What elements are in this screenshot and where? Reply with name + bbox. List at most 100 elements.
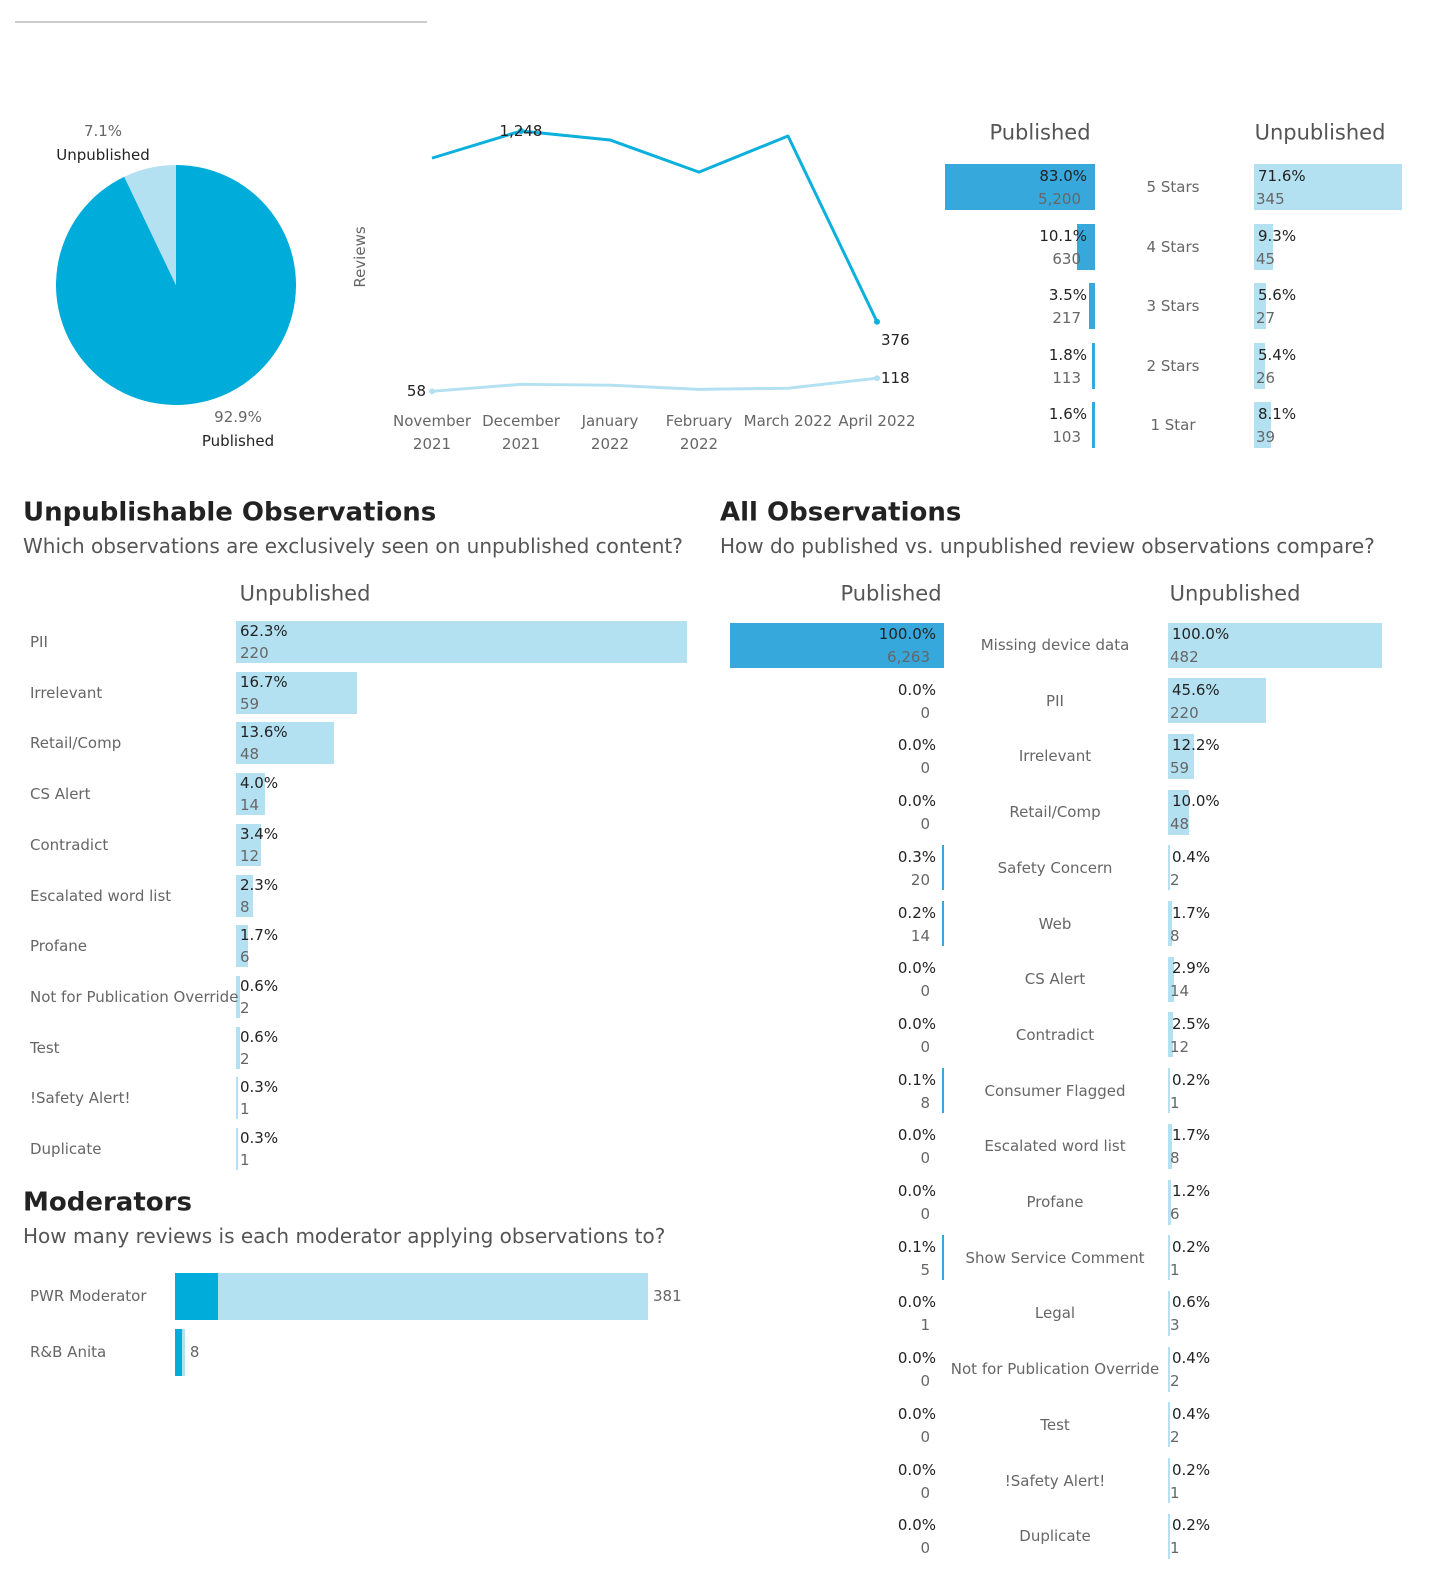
percent-label: 0.2% bbox=[897, 903, 936, 922]
count-label: 0 bbox=[920, 1483, 930, 1502]
bar-segment bbox=[182, 1328, 185, 1376]
point bbox=[874, 375, 880, 382]
line bbox=[431, 376, 878, 393]
category-label: Retail/Comp bbox=[1009, 803, 1101, 822]
category-label: CS Alert bbox=[30, 785, 91, 804]
column-header: Published bbox=[840, 581, 942, 606]
count-label: 1 bbox=[1170, 1539, 1180, 1558]
category-label: R&B Anita bbox=[30, 1343, 107, 1361]
bar bbox=[1168, 622, 1382, 668]
bar bbox=[942, 1068, 944, 1114]
bar bbox=[942, 901, 944, 946]
category-label: Test bbox=[30, 1038, 60, 1057]
count-label: 6,263 bbox=[887, 648, 930, 666]
bar bbox=[1168, 1402, 1170, 1448]
percent-label: 0.0% bbox=[897, 959, 936, 978]
column-header: Unpublished bbox=[239, 581, 371, 606]
count-label: 2 bbox=[1170, 870, 1180, 889]
count-label: 0 bbox=[920, 1205, 930, 1223]
percent-label: 0.2% bbox=[1172, 1460, 1211, 1479]
count-label: 8 bbox=[240, 897, 250, 916]
percent-label: 100.0% bbox=[1172, 625, 1230, 643]
percent-label: 1.8% bbox=[1048, 345, 1087, 364]
count-label: 630 bbox=[1052, 249, 1081, 268]
bar bbox=[236, 874, 253, 917]
pie-category-label: Published bbox=[201, 432, 275, 450]
count-label: 8 bbox=[1170, 1149, 1180, 1168]
percent-label: 9.3% bbox=[1258, 226, 1297, 245]
count-label: 8 bbox=[1170, 926, 1180, 945]
count-label: 8 bbox=[920, 1093, 930, 1112]
category-label: 4 Stars bbox=[1146, 237, 1200, 256]
percent-label: 2.9% bbox=[1172, 959, 1211, 978]
bar bbox=[1168, 1513, 1170, 1559]
bar bbox=[1168, 1068, 1170, 1114]
count-label: 0 bbox=[920, 1149, 930, 1168]
count-label: 0 bbox=[920, 1372, 930, 1391]
column-header: Unpublished bbox=[1169, 581, 1301, 606]
bar bbox=[236, 722, 335, 765]
category-label: Legal bbox=[1034, 1304, 1076, 1323]
category-label: !Safety Alert! bbox=[30, 1089, 131, 1108]
count-label: 39 bbox=[1256, 428, 1276, 446]
count-label: 0 bbox=[920, 703, 930, 722]
bar bbox=[1168, 845, 1170, 891]
category-label: Irrelevant bbox=[1018, 747, 1092, 766]
count-label: 1 bbox=[1170, 1483, 1180, 1502]
bar bbox=[1168, 901, 1172, 946]
percent-label: 0.0% bbox=[897, 1460, 936, 1479]
count-label: 2 bbox=[240, 1049, 250, 1068]
category-label: Escalated word list bbox=[30, 886, 172, 905]
count-label: 12 bbox=[240, 846, 260, 865]
count-label: 1 bbox=[1170, 1093, 1180, 1112]
category-label: PII bbox=[1046, 691, 1064, 710]
percent-label: 5.6% bbox=[1258, 286, 1297, 304]
count-label: 45 bbox=[1256, 249, 1276, 268]
count-label: 14 bbox=[1170, 982, 1190, 1001]
percent-label: 83.0% bbox=[1039, 167, 1087, 185]
count-label: 5,200 bbox=[1038, 190, 1081, 208]
x-tick-label: April 2022 bbox=[838, 412, 916, 430]
y-axis-label: Reviews bbox=[351, 226, 369, 288]
percent-label: 3.5% bbox=[1048, 286, 1087, 304]
count-label: 103 bbox=[1052, 428, 1081, 446]
percent-label: 1.7% bbox=[1172, 903, 1211, 922]
column-header: Published bbox=[989, 120, 1091, 145]
percent-label: 0.4% bbox=[1172, 847, 1211, 866]
count-label: 1 bbox=[920, 1316, 930, 1335]
percent-label: 2.3% bbox=[240, 875, 279, 894]
pie-value-label: 92.9% bbox=[214, 408, 262, 426]
count-label: 26 bbox=[1256, 368, 1276, 387]
count-label: 0 bbox=[920, 1427, 930, 1446]
column-header: Unpublished bbox=[1254, 120, 1386, 145]
count-label: 3 bbox=[1170, 1316, 1180, 1335]
section-subtitle: Which observations are exclusively seen … bbox=[23, 534, 683, 558]
category-label: PWR Moderator bbox=[30, 1287, 147, 1305]
count-label: 59 bbox=[1170, 759, 1190, 778]
percent-label: 71.6% bbox=[1258, 167, 1306, 185]
total-label: 381 bbox=[653, 1287, 682, 1305]
point bbox=[518, 128, 524, 134]
bar-segment bbox=[218, 1272, 648, 1320]
count-label: 48 bbox=[1170, 815, 1190, 834]
count-label: 14 bbox=[910, 926, 930, 945]
bar bbox=[236, 671, 357, 714]
percent-label: 8.1% bbox=[1258, 405, 1297, 423]
count-label: 1 bbox=[240, 1151, 250, 1169]
count-label: 20 bbox=[910, 870, 930, 889]
category-label: Profane bbox=[30, 937, 88, 956]
count-label: 12 bbox=[1170, 1037, 1190, 1056]
percent-label: 0.4% bbox=[1172, 1349, 1211, 1368]
section-title: Unpublishable Observations bbox=[23, 497, 437, 528]
count-label: 14 bbox=[240, 796, 260, 815]
category-label: Web bbox=[1038, 914, 1072, 933]
bar bbox=[1168, 1290, 1170, 1336]
count-label: 220 bbox=[240, 644, 269, 662]
bar bbox=[945, 164, 1095, 210]
percent-label: 5.4% bbox=[1258, 345, 1297, 364]
bar bbox=[942, 1235, 944, 1281]
bar bbox=[1168, 1123, 1172, 1169]
bar bbox=[1254, 164, 1402, 210]
percent-label: 0.2% bbox=[1172, 1070, 1211, 1089]
